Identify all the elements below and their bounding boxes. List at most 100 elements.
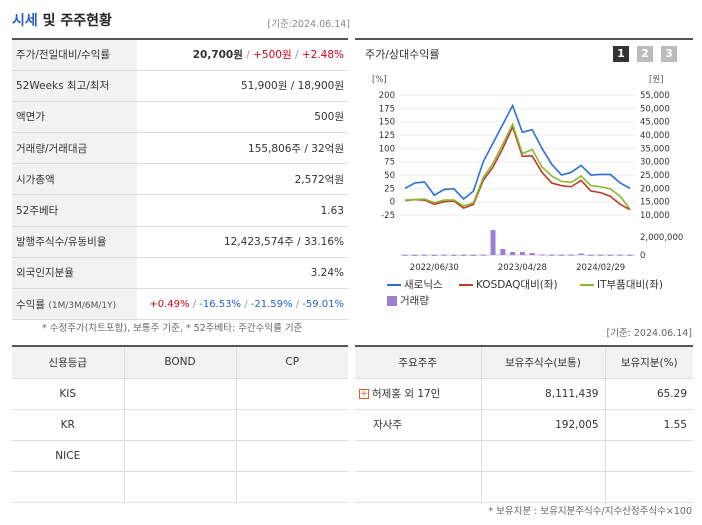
volume-bar xyxy=(402,254,408,256)
volume-bar xyxy=(431,254,437,256)
y2-tick-label: 10,000 xyxy=(640,211,670,221)
legend-label: 거래량 xyxy=(400,295,429,307)
holder-pct: 65.29 xyxy=(604,378,693,410)
table-row xyxy=(355,440,693,472)
row-label: 수익률 (1M/3M/6M/1Y) xyxy=(12,288,137,321)
legend-label: IT부품대비(좌) xyxy=(597,279,664,291)
volume-bar xyxy=(598,254,604,256)
separator: / xyxy=(189,298,200,310)
price-value: 20,700원 / +500원 / +2.48% xyxy=(137,37,348,71)
table-cell: NICE xyxy=(12,439,125,472)
volume-tick-label: 2,000,000 xyxy=(640,233,683,243)
section-title: 시세 및 주주현황 xyxy=(12,10,112,30)
volume-bar xyxy=(529,253,535,255)
y-tick-label: 75 xyxy=(384,158,395,168)
volume-bar xyxy=(470,254,476,256)
holder-name: 허제홍 외 17인 xyxy=(372,388,441,400)
chart-title: 주가/상대수익률 xyxy=(365,48,440,61)
holder-name: 자사주 xyxy=(355,409,481,441)
y-tick-label: 25 xyxy=(384,184,395,194)
table-row: 거래량/거래대금 155,806주 / 32억원 xyxy=(12,132,348,165)
row-label: 액면가 xyxy=(12,101,137,134)
separator: / xyxy=(241,298,251,310)
y-tick-label: 125 xyxy=(379,131,395,141)
separator: / xyxy=(242,49,254,62)
y2-tick-label: 15,000 xyxy=(640,198,670,208)
table-row: 수익률 (1M/3M/6M/1Y) +0.49% / -16.53% / -21… xyxy=(12,288,348,321)
holder-pct xyxy=(604,440,693,472)
y2-tick-label: 55,000 xyxy=(640,91,670,101)
volume-bar xyxy=(461,254,467,256)
volume-bar xyxy=(607,254,613,256)
separator: / xyxy=(291,49,302,62)
column-header: 보유주식수(보통) xyxy=(480,345,605,379)
table-row: NICE xyxy=(12,439,348,472)
volume-bar xyxy=(559,254,565,256)
table-cell xyxy=(123,408,237,441)
y-tick-label: 200 xyxy=(379,91,395,101)
price-change-rate: +2.48% xyxy=(301,49,344,62)
y-tick-label: 150 xyxy=(379,118,395,128)
separator: / xyxy=(292,298,303,310)
footnote-bottom: * 보유지분 : 보유지분주식수/지수산정주식수×100 xyxy=(488,506,692,517)
row-value: 3.24% xyxy=(137,257,348,290)
credit-rating-table: 신용등급 BOND CP KIS KR NICE xyxy=(12,345,348,503)
row-label: 주가/전일대비/수익률 xyxy=(12,37,137,71)
row-value: 51,900원 / 18,900원 xyxy=(137,70,348,102)
volume-bar xyxy=(539,254,545,256)
volume-bar xyxy=(451,254,457,256)
legend-volume: 거래량 xyxy=(387,293,429,308)
return-1y: -59.01% xyxy=(302,298,344,310)
table-header-row: 주요주주 보유주식수(보통) 보유지분(%) xyxy=(355,345,693,379)
table-row: 주가/전일대비/수익률 20,700원 / +500원 / +2.48% xyxy=(12,37,348,71)
row-label: 외국인지분율 xyxy=(12,257,137,290)
holder-name xyxy=(355,471,481,503)
column-header: 신용등급 xyxy=(12,345,125,379)
price-chart-panel: 주가/상대수익률 1 2 3 [%] [원] 200 55,000 175 50,000 1… xyxy=(355,38,693,315)
table-cell xyxy=(235,377,348,410)
price-change: +500원 xyxy=(253,49,292,62)
x-tick-label: 2023/04/28 xyxy=(498,263,547,273)
footnote-left: * 수정주가(차트포함), 보통주 기준, * 52주베타: 주간수익률 기준 xyxy=(42,323,303,334)
row-value: 12,423,574주 / 33.16% xyxy=(137,226,348,258)
volume-bar xyxy=(422,254,428,256)
it-line xyxy=(404,122,631,210)
holder-shares: 192,005 xyxy=(480,409,605,441)
current-price: 20,700원 xyxy=(192,49,243,62)
y2-tick-label: 20,000 xyxy=(640,184,670,194)
column-header: 보유지분(%) xyxy=(604,345,693,379)
chart-tab-3[interactable]: 3 xyxy=(661,46,677,62)
volume-bar xyxy=(441,254,447,256)
row-value: 1.63 xyxy=(137,194,348,227)
legend-kosdaq: KOSDAQ대비(좌) xyxy=(459,277,558,292)
y2-tick-label: 50,000 xyxy=(640,104,670,114)
y2-tick-label: 45,000 xyxy=(640,118,670,128)
row-value: 500원 xyxy=(137,101,348,134)
table-row: 액면가 500원 xyxy=(12,101,348,134)
title-accent: 시세 xyxy=(12,13,38,29)
stock-line xyxy=(404,103,631,201)
volume-bar xyxy=(627,254,633,256)
table-cell xyxy=(235,470,348,503)
row-label: 시가총액 xyxy=(12,163,137,196)
volume-bar xyxy=(490,230,496,255)
volume-bar xyxy=(549,254,555,256)
row-label: 발행주식수/유동비율 xyxy=(12,226,137,258)
holder-name-cell: + 허제홍 외 17인 xyxy=(355,378,481,410)
volume-bar xyxy=(568,254,574,256)
expand-icon[interactable]: + xyxy=(359,389,369,399)
y-tick-label: 100 xyxy=(379,144,395,154)
chart-tab-1[interactable]: 1 xyxy=(613,46,629,62)
y2-tick-label: 25,000 xyxy=(640,171,670,181)
volume-bar xyxy=(412,254,418,256)
legend-label: KOSDAQ대비(좌) xyxy=(476,279,558,291)
table-row: 발행주식수/유동비율 12,423,574주 / 33.16% xyxy=(12,226,348,258)
volume-bar xyxy=(519,252,525,255)
x-tick-label: 2022/06/30 xyxy=(410,263,459,273)
return-3m: -16.53% xyxy=(199,298,242,310)
y-tick-label: 50 xyxy=(384,171,395,181)
returns-label-sub: (1M/3M/6M/1Y) xyxy=(48,300,117,311)
volume-bar xyxy=(480,254,486,256)
chart-tab-2[interactable]: 2 xyxy=(637,46,653,62)
volume-bar xyxy=(500,249,506,255)
